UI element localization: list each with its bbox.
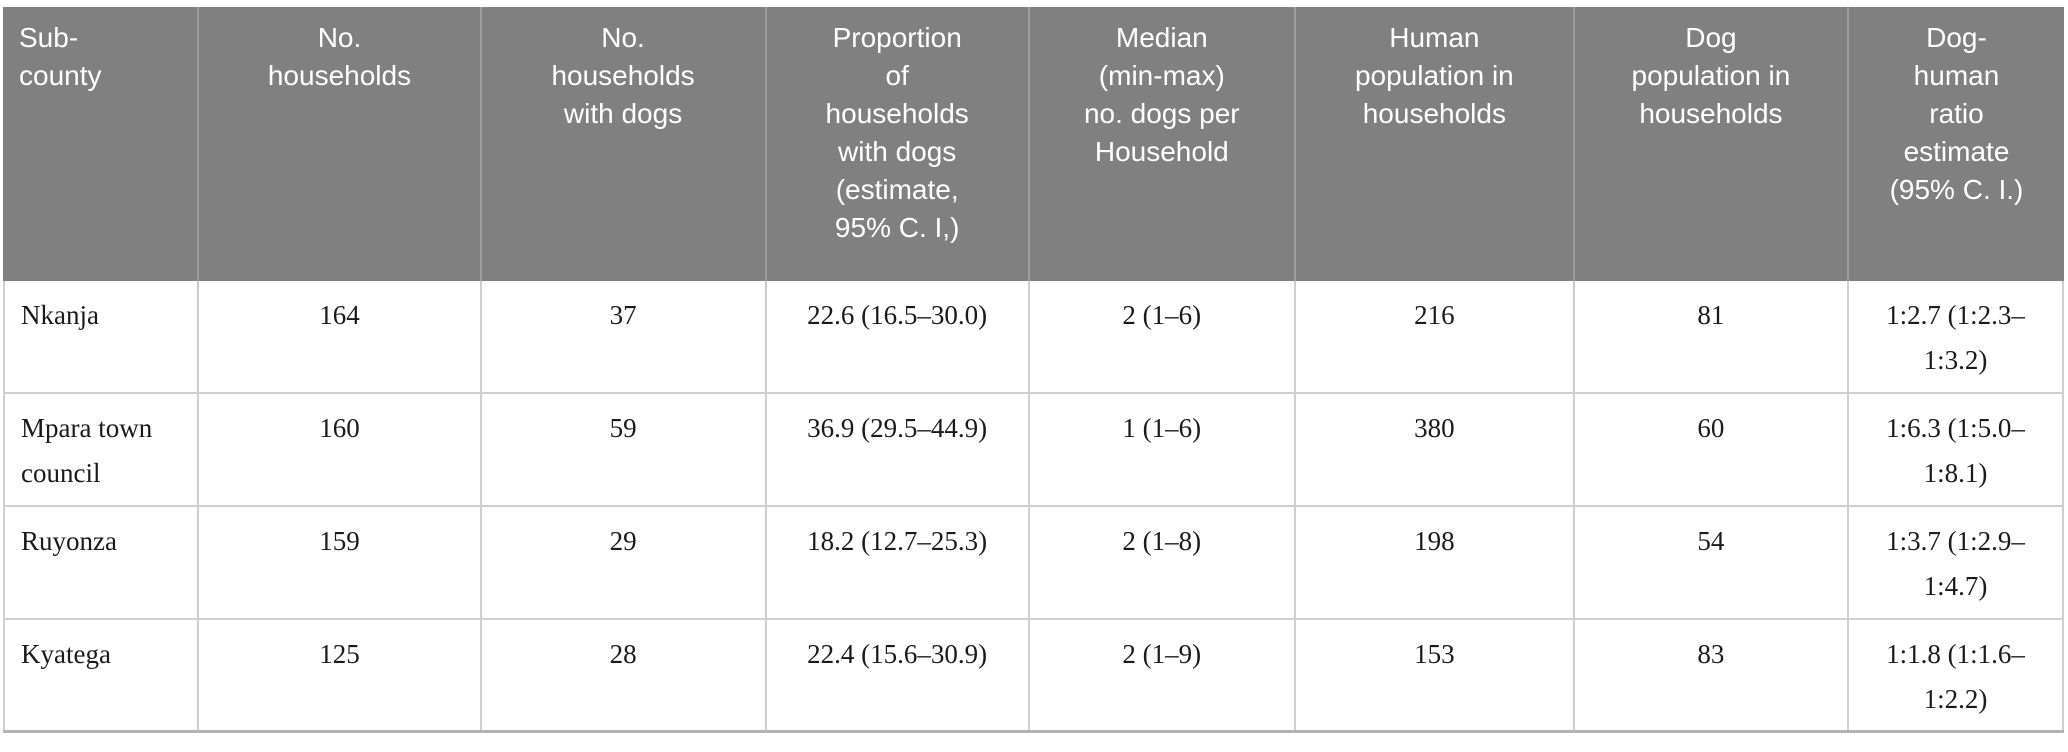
cell-dog-population: 60	[1574, 394, 1849, 507]
col-header-no-households: No. households	[199, 7, 482, 281]
cell-dog-population: 81	[1574, 281, 1849, 394]
households-dogs-table-wrapper: Sub- county No. households No. household…	[3, 7, 2064, 733]
table-row-mpara-town-council: Mpara town council 160 59 36.9 (29.5–44.…	[3, 394, 2064, 507]
cell-median-dogs-per-household: 2 (1–6)	[1029, 281, 1296, 394]
cell-no-households-with-dogs: 29	[481, 507, 767, 620]
col-header-sub-county: Sub- county	[3, 7, 200, 281]
cell-human-population: 198	[1295, 507, 1575, 620]
cell-no-households-with-dogs: 59	[481, 394, 767, 507]
col-header-proportion-households-with-dogs: Proportion of households with dogs (esti…	[766, 7, 1030, 281]
cell-proportion-households-with-dogs: 36.9 (29.5–44.9)	[766, 394, 1030, 507]
cell-no-households-with-dogs: 37	[481, 281, 767, 394]
cell-sub-county: Ruyonza	[3, 507, 200, 620]
cell-no-households: 160	[199, 394, 482, 507]
households-dogs-table: Sub- county No. households No. household…	[3, 7, 2064, 730]
cell-dog-population: 54	[1574, 507, 1849, 620]
cell-dog-human-ratio: 1:2.7 (1:2.3– 1:3.2)	[1848, 281, 2064, 394]
cell-no-households: 164	[199, 281, 482, 394]
cell-median-dogs-per-household: 2 (1–8)	[1029, 507, 1296, 620]
cell-dog-human-ratio: 1:6.3 (1:5.0– 1:8.1)	[1848, 394, 2064, 507]
col-header-median-dogs-per-household: Median (min-max) no. dogs per Household	[1029, 7, 1296, 281]
cell-human-population: 153	[1295, 620, 1575, 730]
cell-dog-human-ratio: 1:1.8 (1:1.6– 1:2.2)	[1848, 620, 2064, 730]
cell-sub-county: Nkanja	[3, 281, 200, 394]
cell-proportion-households-with-dogs: 22.4 (15.6–30.9)	[766, 620, 1030, 730]
col-header-dog-human-ratio: Dog- human ratio estimate (95% C. I.)	[1848, 7, 2064, 281]
col-header-dog-population: Dog population in households	[1574, 7, 1849, 281]
cell-human-population: 380	[1295, 394, 1575, 507]
cell-sub-county: Kyatega	[3, 620, 200, 730]
table-row-ruyonza: Ruyonza 159 29 18.2 (12.7–25.3) 2 (1–8) …	[3, 507, 2064, 620]
cell-proportion-households-with-dogs: 18.2 (12.7–25.3)	[766, 507, 1030, 620]
cell-sub-county: Mpara town council	[3, 394, 200, 507]
col-header-no-households-with-dogs: No. households with dogs	[481, 7, 767, 281]
table-row-nkanja: Nkanja 164 37 22.6 (16.5–30.0) 2 (1–6) 2…	[3, 281, 2064, 394]
cell-no-households: 159	[199, 507, 482, 620]
cell-dog-human-ratio: 1:3.7 (1:2.9– 1:4.7)	[1848, 507, 2064, 620]
table-row-kyatega: Kyatega 125 28 22.4 (15.6–30.9) 2 (1–9) …	[3, 620, 2064, 730]
cell-median-dogs-per-household: 1 (1–6)	[1029, 394, 1296, 507]
col-header-human-population: Human population in households	[1295, 7, 1575, 281]
cell-dog-population: 83	[1574, 620, 1849, 730]
cell-no-households: 125	[199, 620, 482, 730]
cell-proportion-households-with-dogs: 22.6 (16.5–30.0)	[766, 281, 1030, 394]
cell-median-dogs-per-household: 2 (1–9)	[1029, 620, 1296, 730]
table-header-row: Sub- county No. households No. household…	[3, 7, 2064, 281]
cell-human-population: 216	[1295, 281, 1575, 394]
cell-no-households-with-dogs: 28	[481, 620, 767, 730]
